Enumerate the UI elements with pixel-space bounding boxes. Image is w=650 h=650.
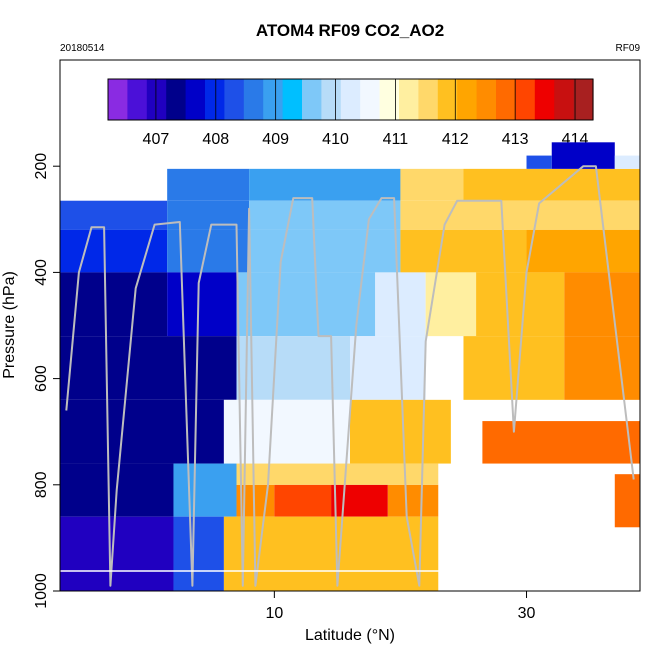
heatmap-cell bbox=[60, 229, 168, 273]
heatmap-cell bbox=[249, 200, 401, 230]
colorbar-swatch bbox=[360, 79, 381, 120]
colorbar-tick-label: 410 bbox=[322, 131, 349, 148]
heatmap-cell bbox=[236, 463, 439, 485]
colorbar-swatch bbox=[573, 79, 594, 120]
chart-title: ATOM4 RF09 CO2_AO2 bbox=[256, 21, 444, 40]
colorbar-swatch bbox=[515, 79, 536, 120]
heatmap-cell bbox=[482, 421, 640, 464]
y-axis-label: Pressure (hPa) bbox=[1, 271, 18, 379]
heatmap-cell bbox=[375, 272, 426, 337]
colorbar-swatch bbox=[554, 79, 575, 120]
heatmap-cell bbox=[173, 516, 224, 591]
colorbar-swatch bbox=[457, 79, 478, 120]
heatmap-cell bbox=[60, 399, 224, 464]
x-tick-label: 10 bbox=[265, 605, 283, 622]
colorbar-swatch bbox=[340, 79, 361, 120]
heatmap-cell bbox=[167, 272, 237, 337]
heatmap-cell bbox=[551, 142, 615, 169]
heatmap-cell bbox=[463, 168, 640, 201]
colorbar-swatch bbox=[534, 79, 555, 120]
heatmap-cell bbox=[331, 484, 388, 517]
heatmap-cell bbox=[614, 474, 640, 528]
colorbar-swatch bbox=[418, 79, 439, 120]
colorbar-tick-label: 408 bbox=[202, 131, 229, 148]
heatmap-cell bbox=[167, 168, 250, 201]
heatmap-cell bbox=[564, 272, 640, 337]
heatmap-cell bbox=[526, 229, 640, 273]
colorbar-swatch bbox=[437, 79, 458, 120]
heatmap-cell bbox=[463, 336, 565, 400]
heatmap-cell bbox=[60, 336, 237, 400]
heatmap-cell bbox=[526, 155, 552, 169]
colorbar-swatch bbox=[379, 79, 400, 120]
heatmap-cell bbox=[60, 200, 168, 230]
colorbar-tick-label: 407 bbox=[143, 131, 170, 148]
colorbar-swatch bbox=[321, 79, 342, 120]
colorbar-swatch bbox=[243, 79, 264, 120]
flight-track-line bbox=[65, 165, 635, 587]
colorbar-tick-label: 413 bbox=[502, 131, 529, 148]
heatmap-cell bbox=[173, 463, 237, 517]
y-tick-label: 400 bbox=[33, 259, 50, 286]
heatmap-cell bbox=[60, 516, 174, 591]
colorbar-swatch bbox=[205, 79, 225, 120]
flight-track bbox=[65, 165, 635, 587]
colorbar-swatch bbox=[127, 79, 148, 120]
x-tick-label: 30 bbox=[518, 605, 536, 622]
colorbar bbox=[107, 78, 594, 121]
colorbar-swatch bbox=[302, 79, 322, 120]
heatmap-cell bbox=[249, 168, 401, 201]
heatmap-cell bbox=[249, 229, 401, 273]
heatmap-cell bbox=[223, 399, 350, 464]
date-label: 20180514 bbox=[60, 43, 105, 54]
heatmap-cell bbox=[236, 272, 376, 337]
heatmap-cell bbox=[350, 399, 451, 464]
colorbar-swatch bbox=[108, 79, 128, 120]
colorbar-swatch bbox=[166, 79, 187, 120]
y-tick-label: 1000 bbox=[33, 573, 50, 609]
heatmap-cell bbox=[400, 168, 464, 201]
colorbar-tick-label: 412 bbox=[442, 131, 469, 148]
colorbar-tick-label: 409 bbox=[262, 131, 289, 148]
y-axis: 200 400 600 800 1000 bbox=[33, 153, 60, 609]
colorbar-swatch bbox=[496, 79, 516, 120]
y-tick-label: 800 bbox=[33, 471, 50, 498]
flight-label: RF09 bbox=[616, 43, 641, 54]
x-axis: 10 30 bbox=[265, 591, 536, 622]
colorbar-frame bbox=[107, 78, 594, 121]
colorbar-tick-label: 411 bbox=[383, 131, 409, 148]
colorbar-swatch bbox=[146, 79, 167, 120]
heatmap-cell bbox=[274, 484, 332, 517]
colorbar-swatch bbox=[263, 79, 284, 120]
heatmap-cells bbox=[60, 142, 640, 591]
colorbar-tick-labels: 407 408 409 410 411 412 413 414 bbox=[143, 79, 588, 148]
colorbar-swatch bbox=[399, 79, 419, 120]
colorbar-swatch bbox=[224, 79, 245, 120]
colorbar-swatch bbox=[282, 79, 303, 120]
heatmap-cell bbox=[400, 229, 527, 273]
heatmap-cell bbox=[350, 336, 426, 400]
plot-frame bbox=[59, 59, 641, 592]
colorbar-swatch bbox=[476, 79, 497, 120]
y-tick-label: 600 bbox=[33, 365, 50, 392]
x-axis-label: Latitude (°N) bbox=[305, 627, 395, 644]
y-tick-label: 200 bbox=[33, 153, 50, 180]
heatmap-cell bbox=[425, 272, 477, 337]
heatmap-cell bbox=[614, 155, 640, 169]
colorbar-swatch bbox=[185, 79, 206, 120]
heatmap-cell bbox=[387, 484, 439, 517]
heatmap-cell bbox=[564, 336, 640, 400]
heatmap-cell bbox=[476, 272, 565, 337]
